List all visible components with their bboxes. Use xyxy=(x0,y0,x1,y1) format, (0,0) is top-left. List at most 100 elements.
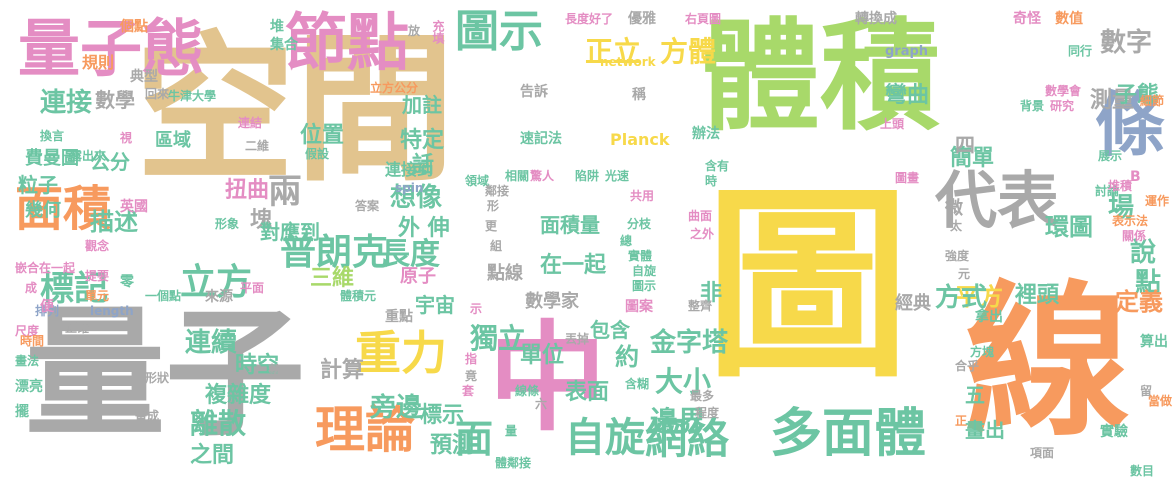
word-mianji: 面積 xyxy=(15,181,112,237)
word-tiny85: spin xyxy=(395,181,424,195)
word-tiny31: B xyxy=(1130,169,1141,185)
word-lizi: 粒子 xyxy=(18,173,58,197)
word-tiny59: 假設 xyxy=(305,147,330,161)
word-kongjian: 空間 xyxy=(135,16,456,203)
word-dianxian: 點線 xyxy=(487,263,523,284)
word-wangluo: 網絡 xyxy=(645,414,730,463)
word-dianzhong: 四 xyxy=(955,133,975,157)
word-tiny47: 當做 xyxy=(1148,394,1173,408)
word-tiny109: 套 xyxy=(462,384,475,398)
word-dianchu: 畫出 xyxy=(965,418,1005,442)
word-tiny63: 嵌合在一起 xyxy=(15,261,76,275)
word-tiny115: 體鄰接 xyxy=(495,456,532,470)
word-zhengli: 正立 xyxy=(585,35,642,68)
word-daibiao: 代表 xyxy=(935,164,1060,237)
word-tiny28: 展示 xyxy=(1098,149,1123,163)
word-tiny44: 合乎 xyxy=(955,359,980,373)
word-daxiao: 大小 xyxy=(655,365,712,398)
word-tiny88: 驚人 xyxy=(530,169,555,183)
word-tiny12: Planck xyxy=(610,130,670,149)
word-mianjiliang: 面積量 xyxy=(540,213,600,237)
word-fangti: 方體 xyxy=(660,35,717,68)
word-weizhi: 位置 xyxy=(300,123,345,148)
word-tiny73: 成 xyxy=(25,281,38,295)
word-litou: 裡頭 xyxy=(1015,283,1060,308)
word-tiny65: 單元 xyxy=(85,289,110,303)
word-tiny86: 領域 xyxy=(465,174,490,188)
word-tiny112: 含糊 xyxy=(625,377,650,391)
word-zixuan: 自旋 xyxy=(565,415,645,461)
word-tiny27: 辦法 xyxy=(692,126,720,142)
word-tiny13: 速記法 xyxy=(520,131,562,147)
word-tiny116: 量 xyxy=(505,424,518,438)
word-bianjie: 邊界 xyxy=(650,405,707,438)
word-tiny60: 英國 xyxy=(120,199,148,215)
word-tiny108: 示 xyxy=(470,302,483,316)
word-tiny110: 線條 xyxy=(515,384,540,398)
word-tiny66: 零 xyxy=(120,274,134,290)
word-lianjiedao: 連接到 xyxy=(385,160,434,179)
word-pangbian: 旁邊 xyxy=(370,393,423,423)
word-tu: 圖 xyxy=(705,168,910,406)
word-xian: 線 xyxy=(965,266,1130,458)
word-tiny72: 排列 xyxy=(35,304,60,318)
word-tiny4: 集合 xyxy=(270,37,298,53)
word-tiny49: 項面 xyxy=(1030,446,1055,460)
word-tiny95: 組 xyxy=(490,239,503,253)
word-chang: 場 xyxy=(1108,193,1135,223)
word-xiangxiang: 想像 xyxy=(390,183,443,213)
word-tiny89: 陷阱 xyxy=(575,169,600,183)
word-tiny114: 程度 xyxy=(695,406,720,420)
word-tiny10: 告訴 xyxy=(520,84,548,100)
word-tiny94: 更 xyxy=(485,219,498,233)
word-tiny51: 數目 xyxy=(1130,464,1155,478)
word-jisuan: 計算 xyxy=(320,358,365,383)
word-niuqu: 扭曲 xyxy=(225,178,270,203)
word-tushi: 圖示 xyxy=(455,6,543,57)
word-tiny7: 充填 xyxy=(431,20,445,44)
word-tiny103: 整齊 xyxy=(688,299,713,313)
word-tiny42: 拿出 xyxy=(975,309,1003,325)
word-yuanzi: 原子 xyxy=(400,266,436,287)
word-hua: 話 xyxy=(412,153,435,178)
word-duiyingdao: 對應到 xyxy=(260,220,320,244)
word-tiny11: 稱 xyxy=(632,87,646,103)
word-tiny83: 整 xyxy=(268,364,282,380)
word-tiny78: 漂亮 xyxy=(15,379,43,395)
word-celiang: 測量 xyxy=(1090,88,1135,113)
word-duomianti: 多面體 xyxy=(770,404,927,464)
word-tiny58: 二維 xyxy=(245,139,270,153)
word-tiny46: 留 xyxy=(1140,384,1153,398)
word-lifang: 立方 xyxy=(180,262,253,303)
word-tiny22: 同行 xyxy=(1068,44,1093,58)
word-tiny113: 最多 xyxy=(690,389,715,403)
word-fei: 非 xyxy=(700,281,723,306)
word-tiny105: 丟掉 xyxy=(565,332,590,346)
word-tiny18: graph xyxy=(885,44,929,59)
word-tiny98: 曲面 xyxy=(688,209,713,223)
word-tiny48: 正 xyxy=(955,414,968,428)
word-tiny32: 運作 xyxy=(1145,194,1170,208)
word-tiny2: 規則 xyxy=(82,53,115,72)
word-pingfang: 平方 xyxy=(955,283,1003,311)
word-tiny36: 時 xyxy=(705,174,718,188)
word-tiny17: 轉換成 xyxy=(855,11,897,27)
word-tiny53: 換言 xyxy=(40,129,65,143)
word-tiny57: 連結 xyxy=(238,116,263,130)
word-tiny19: 奇怪 xyxy=(1013,11,1041,27)
word-xiao: 子態 xyxy=(1115,83,1160,108)
word-tiny45: 算出 xyxy=(1140,334,1168,350)
word-lisan: 離散 xyxy=(190,407,247,440)
word-tiny29: 討論 xyxy=(1095,184,1120,198)
word-mian: 面 xyxy=(455,417,494,461)
word-jianzhu: 簡單 xyxy=(950,146,995,171)
word-tiny80: 擺 xyxy=(15,404,29,420)
word-feimantu: 費曼圖 xyxy=(25,148,79,169)
word-tiny82: 重點 xyxy=(385,309,413,325)
word-tiny5: 堆 xyxy=(270,19,284,35)
word-tiny56: 視 xyxy=(120,131,133,145)
word-tiny99: 之外 xyxy=(690,227,715,241)
word-tiny30: 堆積 xyxy=(1108,179,1133,193)
word-tiny52: 回來 xyxy=(145,87,170,101)
